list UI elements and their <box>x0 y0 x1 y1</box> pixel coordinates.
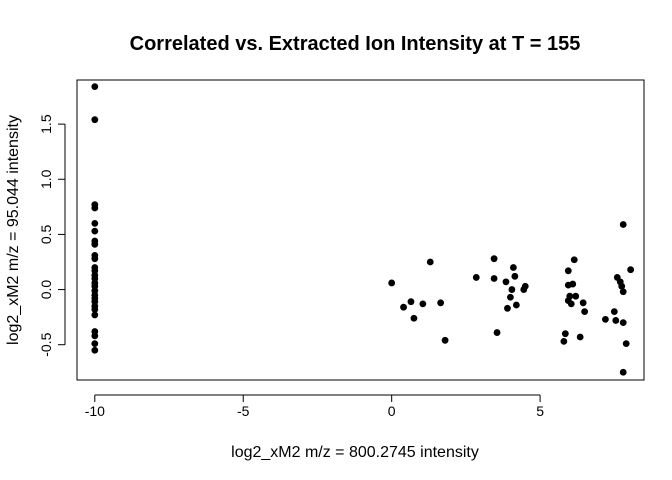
data-point <box>410 314 418 322</box>
data-point <box>91 332 99 340</box>
data-point <box>419 300 427 308</box>
data-point <box>91 83 99 91</box>
y-tick-label: -0.5 <box>38 332 54 356</box>
x-axis: -10 -5 0 5 <box>85 394 544 419</box>
data-point <box>91 255 99 263</box>
data-point <box>570 256 578 264</box>
data-point <box>618 282 626 290</box>
y-tick-label: 0.5 <box>38 224 54 244</box>
y-axis-label: log2_xM2 m/z = 95.044 intensity <box>5 115 22 345</box>
data-point <box>91 227 99 235</box>
data-points <box>91 83 635 376</box>
y-tick-label: 1.0 <box>38 169 54 189</box>
data-point <box>619 288 627 296</box>
data-point <box>567 300 575 308</box>
x-tick-label: -10 <box>85 403 105 419</box>
data-point <box>91 346 99 354</box>
data-point <box>493 329 501 336</box>
data-point <box>509 264 517 271</box>
data-point <box>581 308 589 316</box>
data-point <box>560 337 568 345</box>
data-point <box>619 319 627 327</box>
data-point <box>561 330 569 338</box>
data-point <box>91 240 99 248</box>
data-point <box>602 315 609 323</box>
data-point <box>502 278 510 286</box>
data-point <box>91 204 99 212</box>
data-point <box>437 299 445 307</box>
data-point <box>91 306 99 313</box>
data-point <box>579 299 587 307</box>
data-point <box>627 266 635 274</box>
data-point <box>619 368 627 376</box>
data-point <box>91 219 99 227</box>
data-point <box>572 292 580 300</box>
data-point <box>91 311 99 319</box>
data-point <box>566 292 574 300</box>
data-point <box>490 275 498 282</box>
data-point <box>610 308 618 316</box>
data-point <box>576 333 584 341</box>
data-point <box>619 221 627 228</box>
chart-title: Correlated vs. Extracted Ion Intensity a… <box>130 33 581 55</box>
data-point <box>564 267 572 275</box>
data-point <box>388 279 396 287</box>
x-tick-label: 0 <box>388 403 396 419</box>
data-point <box>400 303 407 311</box>
data-point <box>508 286 516 293</box>
data-point <box>407 298 415 306</box>
data-point <box>521 282 529 290</box>
y-tick-label: 0.0 <box>38 280 54 300</box>
data-point <box>507 293 514 301</box>
plot-frame <box>76 79 645 381</box>
data-point <box>622 340 630 348</box>
data-point <box>612 317 620 324</box>
data-point <box>426 258 434 266</box>
data-point <box>441 336 449 344</box>
data-point <box>512 301 520 309</box>
data-point <box>504 304 511 312</box>
y-axis: -0.5 0.0 0.5 1.0 1.5 <box>38 114 66 357</box>
x-tick-label: 5 <box>536 403 544 419</box>
data-point <box>569 280 577 288</box>
data-point <box>511 272 519 280</box>
x-tick-label: -5 <box>237 403 250 419</box>
data-point <box>91 340 99 348</box>
x-axis-label: log2_xM2 m/z = 800.2745 intensity <box>231 444 479 461</box>
y-tick-label: 1.5 <box>38 114 54 134</box>
data-point <box>472 274 480 281</box>
data-point <box>490 255 498 263</box>
data-point <box>91 116 99 124</box>
